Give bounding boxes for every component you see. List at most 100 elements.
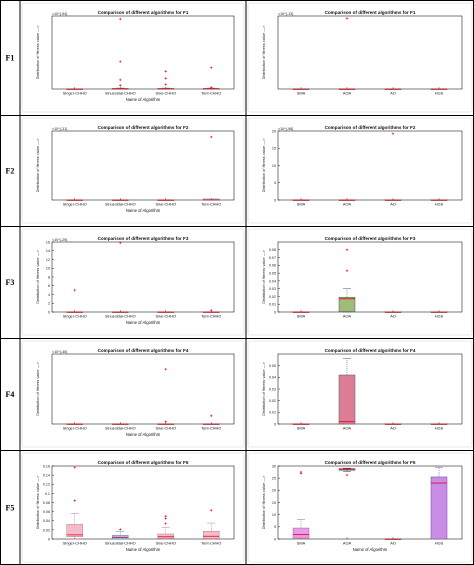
y-axis-label: Distribution of fitness value ---> [261,249,266,303]
y-tick-label: 0.08 [43,501,50,505]
plot-area [51,353,235,425]
box-body [112,535,129,540]
box-sinusoidal-chho [112,528,129,540]
x-tick-label: Sinusoidal-CHHO [105,541,136,546]
exponent-label: ×10^{-54} [52,12,68,16]
box-sinusoidal-chho [112,17,129,90]
box-sinusoidal-chho [112,241,129,313]
box-body [203,530,220,539]
box-singer-chho [66,466,83,540]
box-sma [292,311,310,313]
row-label-f4: F4 [6,390,15,399]
x-tick-label: Sine-CHHO [155,91,176,96]
box-aoa [338,467,356,477]
x-tick-label: HGS [435,314,444,319]
x-tick-label: HGS [435,426,444,431]
x-tick-label: Sinusoidal-CHHO [105,426,136,431]
x-tick-label: AO [390,91,396,96]
plot-area [51,15,235,90]
x-tick-label: AO [390,202,396,207]
outlier-point [345,473,349,477]
y-axis-label: Distribution of fitness value ---> [261,475,266,529]
exponent-label: ×10^{-45} [52,350,68,354]
x-tick-label: Sinusoidal-CHHO [105,202,136,207]
x-axis-label: Name of Algorithm [126,547,161,552]
box-hgs [430,199,448,201]
y-tick-label: 15 [272,501,276,505]
box-sinusoidal-chho [112,199,129,201]
y-tick-label: 14 [46,249,50,253]
outlier-point [119,241,122,245]
box-body [157,533,174,539]
box-sma [292,88,310,90]
chart-panel: Comparison of different algorithms for F… [247,228,473,336]
exponent-label: ×10^{-29} [52,238,68,242]
box-sine-chho [157,367,174,425]
box-aoa [338,199,356,201]
x-tick-label: AO [390,314,396,319]
y-tick-label: 10 [272,513,276,517]
x-axis-label: Name of Algorithm [126,432,161,437]
box-sma [292,470,310,540]
box-tent-chho [203,414,220,425]
chart-title: Comparison of different algorithms for F… [98,348,189,353]
y-tick-label: 0 [274,198,276,202]
outlier-point [210,135,213,139]
x-tick-label: Tent-CHHO [201,202,221,207]
x-tick-label: Sine-CHHO [155,314,176,319]
y-tick-label: 0.05 [269,364,276,368]
exponent-label: ×10^{-31} [52,127,68,131]
y-tick-label: 6 [48,284,50,288]
box-body [338,374,356,425]
box-sine-chho [157,514,174,540]
y-tick-label: 0 [48,310,50,314]
box-singer-chho [66,423,83,425]
x-tick-label: AOA [343,202,352,207]
x-tick-label: Sine-CHHO [155,426,176,431]
x-tick-label: Tent-CHHO [201,426,221,431]
box-hgs [430,88,448,90]
chart-panel: Comparison of different algorithms for F… [21,340,245,448]
x-tick-label: AO [390,541,396,546]
plot-area [51,130,235,201]
box-ao [384,538,402,540]
y-tick-label: 15 [272,147,276,151]
y-tick-label: 30 [272,464,276,468]
outlier-point [345,269,349,272]
x-tick-label: Tent-CHHO [201,91,221,96]
x-tick-label: Sinusoidal-CHHO [105,314,136,319]
x-tick-label: Singer-CHHO [63,202,87,207]
outlier-point [119,84,122,87]
outlier-point [210,414,213,418]
y-tick-label: 0 [274,537,276,541]
box-singer-chho [66,288,83,313]
outlier-point [119,60,122,63]
y-tick-label: 12 [46,258,50,262]
x-tick-label: SMA [297,91,306,96]
y-tick-label: 0.07 [269,256,276,260]
box-tent-chho [203,66,220,90]
y-tick-label: 0.14 [43,474,50,478]
chart-title: Comparison of different algorithms for F… [98,10,189,15]
box-ao [384,423,402,425]
outlier-point [210,509,213,512]
chart-panel: Comparison of different algorithms for F… [247,452,473,563]
x-tick-label: Tent-CHHO [201,314,221,319]
chart-title: Comparison of different algorithms for F… [325,125,416,130]
box-ao [384,88,402,90]
outlier-point [73,288,76,292]
outlier-point [345,17,349,20]
y-tick-label: 10 [46,267,50,271]
box-sma [292,423,310,425]
box-sinusoidal-chho [112,423,129,425]
y-axis-label: Distribution of fitness value ---> [35,249,40,303]
x-tick-label: SMA [297,314,306,319]
chart-title: Comparison of different algorithms for F… [98,460,189,465]
row-label-f5: F5 [6,504,15,513]
x-tick-label: Sinusoidal-CHHO [105,91,136,96]
outlier-point [73,499,76,502]
outlier-point [164,367,167,371]
x-axis-label: Name of Algorithm [353,547,388,552]
plot-area [277,130,463,201]
box-body [292,527,310,539]
